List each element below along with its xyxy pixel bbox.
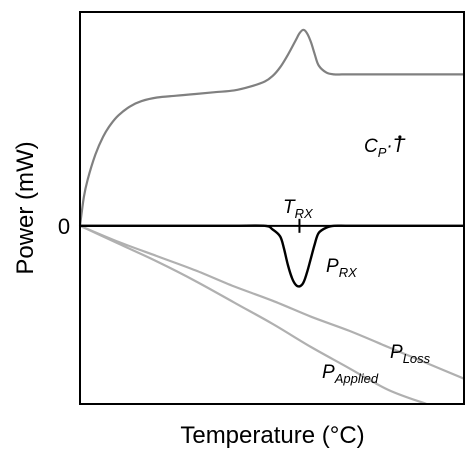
series-line-p-applied: [79, 224, 427, 406]
y-axis-title: Power (mW): [12, 141, 39, 274]
x-axis-title: Temperature (°C): [180, 422, 364, 449]
annotation-t-rx-main: T: [283, 197, 296, 218]
series-label-p-applied: PApplied: [322, 362, 379, 386]
y-tick-label-zero: 0: [58, 214, 70, 239]
annotation-t-rx-sub: RX: [295, 206, 314, 221]
annotation-label-t-rx: TRX: [283, 197, 314, 221]
series-label-cp-sub: P: [378, 145, 387, 160]
series-label-p-rx-sub: RX: [339, 265, 358, 280]
series-label-p-rx-main: P: [326, 256, 339, 277]
series-line-p-loss: [79, 224, 465, 381]
series-label-cp-main: C: [364, 136, 378, 157]
series-label-p-applied-sub: Applied: [334, 371, 379, 386]
series-label-tdot: T: [393, 136, 406, 157]
t-dot-accent-mark: [398, 135, 402, 139]
series-label-p-loss-main: P: [390, 342, 403, 363]
series-line-cp-tdot: [78, 28, 465, 226]
series-label-p-rx: PRX: [326, 256, 358, 280]
plot-frame: [79, 11, 465, 405]
series-label-cp-dot: ·: [386, 136, 392, 157]
series-label-p-applied-main: P: [322, 362, 335, 383]
series-label-cp-tdot: CP·T: [364, 136, 406, 160]
series-layer: [78, 28, 465, 406]
series-line-p-rx: [80, 224, 465, 288]
series-label-p-loss: PLoss: [390, 342, 431, 366]
series-label-p-loss-sub: Loss: [403, 351, 431, 366]
